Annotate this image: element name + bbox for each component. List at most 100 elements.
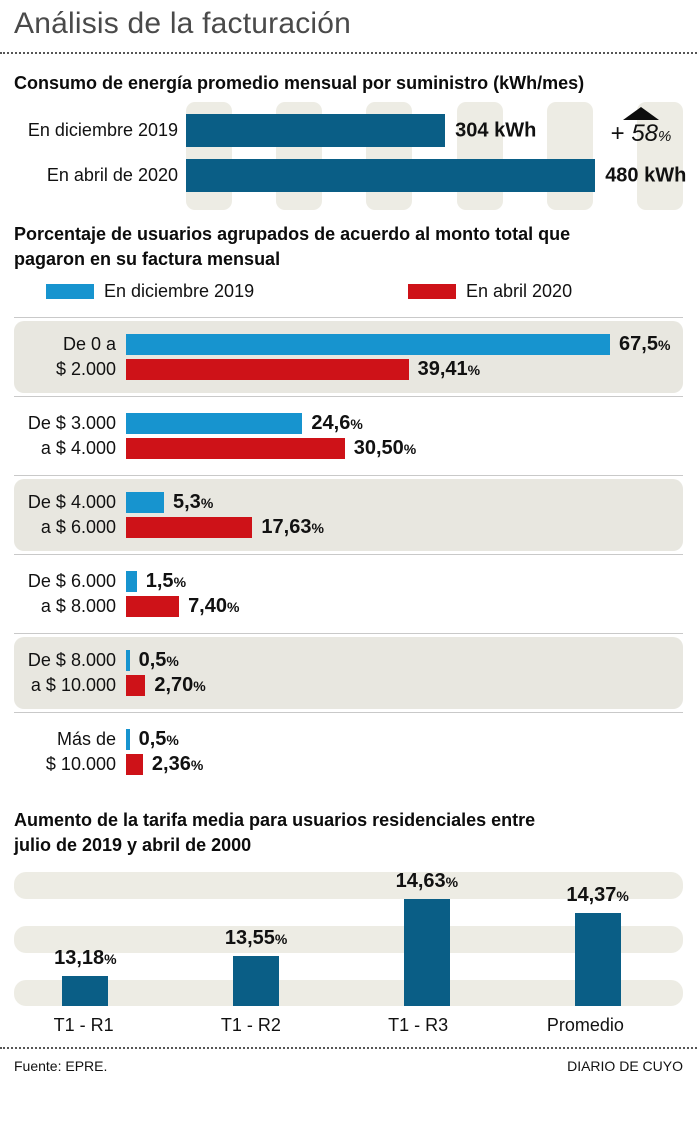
bar-track: 24,6% (126, 412, 671, 434)
bar-value-label: 5,3% (173, 490, 214, 513)
grid-stripe (636, 102, 683, 210)
bar-value-label: 7,40% (188, 594, 240, 617)
bar-value-label: 30,50% (353, 436, 417, 459)
bar-group: De $ 6.000 1,5% a $ 8.000 7,40% (14, 554, 683, 633)
category-label: a $ 8.000 (40, 596, 116, 616)
axis-tick-label: T1 - R2 (220, 1015, 281, 1035)
chart-grid-stripe (14, 980, 683, 1006)
value-bar (126, 413, 303, 434)
axis-tick-label: T1 - R1 (53, 1015, 114, 1035)
bar-track: 17,63% (126, 515, 671, 538)
percent-sign: % (227, 598, 240, 615)
category-label: Más de (56, 729, 116, 749)
percent-sign: % (311, 519, 324, 536)
value-bar (126, 754, 143, 775)
value-bar (233, 956, 280, 1006)
up-arrow-icon (623, 107, 659, 120)
infographic-page: Análisis de la facturación Consumo de en… (0, 7, 697, 1141)
plus-sign: + (610, 120, 632, 147)
bar-column: 13,18% (0, 872, 171, 1006)
tarifa-chart-title: Aumento de la tarifa media para usuarios… (14, 810, 536, 855)
legend-item-diciembre: En diciembre 2019 (46, 281, 408, 302)
bar-track: 0,5% (126, 728, 671, 750)
percent-sign: % (467, 361, 481, 378)
bar-value-label: 2,70% (154, 673, 206, 696)
bar-row: En abril de 2020 480 kWh (14, 159, 686, 192)
section-consumo: Consumo de energía promedio mensual por … (0, 71, 697, 210)
consumo-chart-title: Consumo de energía promedio mensual por … (14, 73, 585, 93)
increase-value: + 58% (595, 121, 687, 150)
value-bar (403, 899, 450, 1006)
category-label: $ 10.000 (45, 754, 116, 774)
bar-row: a $ 6.000 17,63% (14, 515, 671, 538)
bar-group-inner: De $ 4.000 5,3% a $ 6.000 17,63% (14, 479, 683, 551)
value-bar (126, 334, 611, 355)
bar-value-label: 17,63% (261, 515, 324, 538)
publisher-credit: DIARIO DE CUYO (567, 1058, 683, 1074)
section-porcentaje: Porcentaje de usuarios agrupados de acue… (0, 222, 697, 791)
bar-track: 5,3% (126, 490, 671, 513)
percent-sign: % (616, 888, 629, 904)
percent-sign: % (166, 731, 179, 748)
increase-annotation: + 58% (595, 107, 687, 150)
value-bar (186, 159, 596, 192)
percent-sign: % (350, 415, 363, 432)
bar-value-label: 67,5% (619, 332, 671, 355)
tarifa-chart: 13,18% 13,55% 14,63% 14,37% (14, 870, 683, 1006)
legend-swatch-blue (46, 284, 94, 299)
percent-sign: % (657, 336, 671, 353)
value-bar (126, 675, 146, 696)
bar-row: De $ 4.000 5,3% (14, 490, 671, 513)
percent-sign: % (658, 128, 672, 145)
percent-sign: % (200, 494, 214, 511)
value-bar (126, 571, 137, 592)
bar-value-label: 13,55% (224, 927, 288, 949)
axis-tick-label: Promedio (546, 1015, 624, 1035)
bar-row: $ 10.000 2,36% (14, 752, 671, 775)
bar-row: De $ 8.000 0,5% (14, 648, 671, 671)
bar-row: En diciembre 2019 304 kWh (14, 114, 683, 147)
category-label: De 0 a (62, 334, 116, 354)
percent-sign: % (445, 874, 459, 890)
bar-group-inner: De $ 3.000 24,6% a $ 4.000 30,50% (14, 400, 683, 472)
tarifa-bars: 13,18% 13,55% 14,63% 14,37% (0, 870, 683, 1006)
category-label: $ 2.000 (55, 359, 116, 379)
source-credit: Fuente: EPRE. (14, 1058, 108, 1074)
bar-group-inner: De $ 6.000 1,5% a $ 8.000 7,40% (14, 558, 683, 630)
bar-value-label: 14,63% (395, 870, 459, 892)
value-bar (126, 492, 164, 513)
value-bar (126, 359, 409, 380)
legend-label-diciembre: En diciembre 2019 (104, 281, 255, 301)
bar-group-inner: De $ 8.000 0,5% a $ 10.000 2,70% (14, 637, 683, 709)
chart-legend: En diciembre 2019 En abril 2020 (14, 281, 683, 302)
category-label: a $ 4.000 (40, 438, 116, 458)
top-divider (0, 52, 697, 54)
chart-grid-stripe (14, 872, 683, 899)
bar-track: 7,40% (126, 594, 671, 617)
bar-value-label: 39,41% (417, 357, 481, 380)
percent-sign: % (193, 677, 206, 694)
chart-grid-stripe (14, 926, 683, 953)
bar-row: Más de 0,5% (14, 728, 671, 750)
bar-column: 14,37% (512, 872, 683, 1006)
bar-column: 13,55% (171, 872, 342, 1006)
bar-value-label: 2,36% (151, 752, 204, 775)
category-label: a $ 10.000 (30, 675, 116, 695)
bar-row: De $ 6.000 1,5% (14, 570, 671, 592)
category-label: De $ 3.000 (27, 413, 116, 433)
bar-value-label: 0,5% (138, 648, 179, 671)
porcentaje-chart: De 0 a 67,5% $ 2.000 39,41% De $ 3.000 24,6% a… (14, 317, 683, 791)
bar-track: 39,41% (126, 357, 671, 380)
bar-group: Más de 0,5% $ 10.000 2,36% (14, 712, 683, 791)
bar-group: De 0 a 67,5% $ 2.000 39,41% (14, 317, 683, 396)
porcentaje-chart-title: Porcentaje de usuarios agrupados de acue… (14, 224, 571, 269)
bar-row: a $ 4.000 30,50% (14, 436, 671, 459)
percent-sign: % (274, 931, 288, 947)
bar-value-label: 14,37% (566, 884, 629, 906)
bar-row: a $ 10.000 2,70% (14, 673, 671, 696)
category-label: a $ 6.000 (40, 517, 116, 537)
bar-value-label: 304 kWh (455, 119, 537, 141)
category-label: De $ 6.000 (27, 571, 116, 591)
grid-stripe (546, 102, 593, 210)
grid-stripe (456, 102, 503, 210)
